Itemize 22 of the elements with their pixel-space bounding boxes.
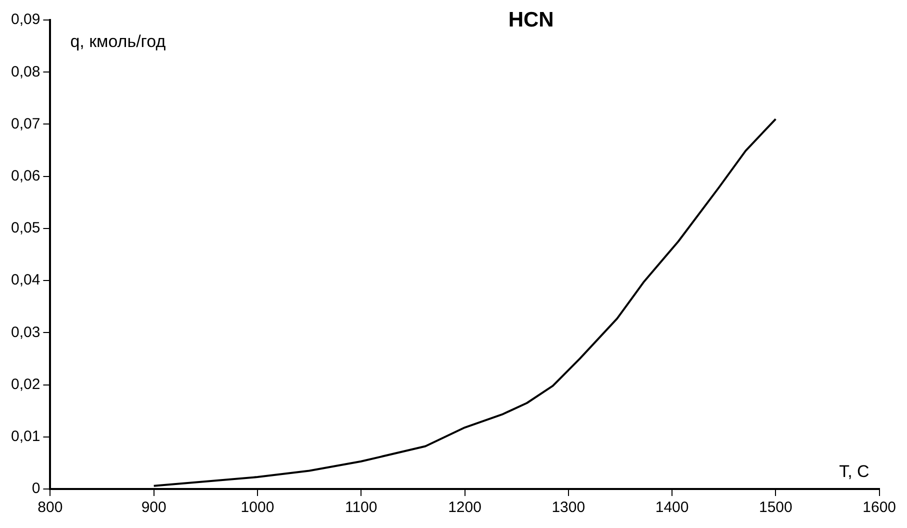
x-tick-label: 900 (141, 499, 166, 516)
x-tick-label: 1000 (240, 499, 274, 516)
y-tick-label: 0 (32, 480, 40, 498)
y-tick-label: 0,09 (10, 11, 40, 28)
chart-title: HCN (508, 8, 554, 32)
x-axis-title: T, C (839, 462, 870, 482)
y-tick-label: 0,01 (10, 428, 40, 446)
y-tick-label: 0,05 (10, 220, 40, 237)
x-tick-label: 1600 (862, 499, 896, 516)
y-tick-label: 0,04 (10, 272, 40, 289)
y-tick-label: 0,03 (10, 324, 40, 341)
x-tick-label: 1100 (344, 499, 378, 516)
x-tick-label: 1400 (655, 499, 689, 516)
y-tick-label: 0,07 (10, 115, 40, 132)
x-tick-label: 1500 (758, 499, 792, 516)
x-tick-label: 1200 (448, 499, 482, 516)
y-tick-label: 0,02 (10, 376, 40, 393)
y-tick-label: 0,06 (10, 167, 40, 184)
x-tick-label: 1300 (552, 499, 586, 516)
y-tick-label: 0,08 (10, 63, 40, 80)
y-axis-title: q, кмоль/год (70, 32, 166, 52)
x-tick-label: 800 (38, 499, 63, 516)
